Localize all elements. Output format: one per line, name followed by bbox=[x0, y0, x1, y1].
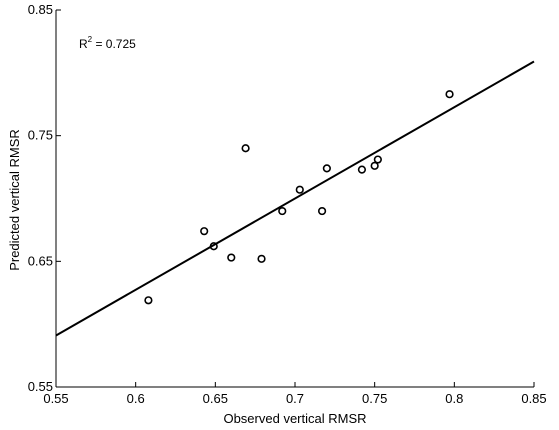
y-tick-label: 0.85 bbox=[28, 2, 53, 17]
data-point bbox=[322, 164, 331, 173]
data-point bbox=[373, 155, 382, 164]
data-point bbox=[241, 144, 250, 153]
y-tick-label: 0.55 bbox=[28, 379, 53, 394]
r-squared-label: R bbox=[79, 37, 88, 51]
x-tick-label: 0.75 bbox=[362, 391, 387, 406]
data-point bbox=[445, 90, 454, 99]
data-point bbox=[370, 161, 379, 170]
data-point bbox=[200, 227, 209, 236]
data-point bbox=[295, 185, 304, 194]
y-axis-title: Predicted vertical RMSR bbox=[7, 129, 22, 271]
data-point bbox=[257, 254, 266, 263]
x-tick-label: 0.8 bbox=[445, 391, 463, 406]
y-tick-label: 0.75 bbox=[28, 128, 53, 143]
data-point bbox=[209, 242, 218, 251]
regression-line-group bbox=[55, 60, 535, 337]
data-point bbox=[144, 296, 153, 305]
y-tick-label: 0.65 bbox=[28, 253, 53, 268]
r-squared-value: = 0.725 bbox=[92, 37, 136, 51]
data-point bbox=[278, 206, 287, 216]
data-point bbox=[357, 165, 367, 174]
data-point bbox=[227, 253, 236, 262]
x-axis-title: Observed vertical RMSR bbox=[223, 411, 366, 426]
x-tick-label: 0.6 bbox=[127, 391, 145, 406]
regression-line bbox=[55, 60, 535, 337]
axis-ticks: 0.55 0.6 0.65 0.7 0.75 0.8 0.85 0.55 0.65 0.75 0.8… bbox=[28, 2, 547, 406]
data-point bbox=[317, 206, 327, 216]
r-squared-superscript: 2 bbox=[88, 35, 93, 44]
x-tick-label: 0.55 bbox=[43, 391, 68, 406]
x-tick-label: 0.85 bbox=[521, 391, 546, 406]
data-points bbox=[144, 90, 454, 305]
x-tick-label: 0.7 bbox=[286, 391, 304, 406]
r-squared-annotation: R2 = 0.725 bbox=[79, 35, 136, 51]
x-tick-label: 0.65 bbox=[203, 391, 228, 406]
